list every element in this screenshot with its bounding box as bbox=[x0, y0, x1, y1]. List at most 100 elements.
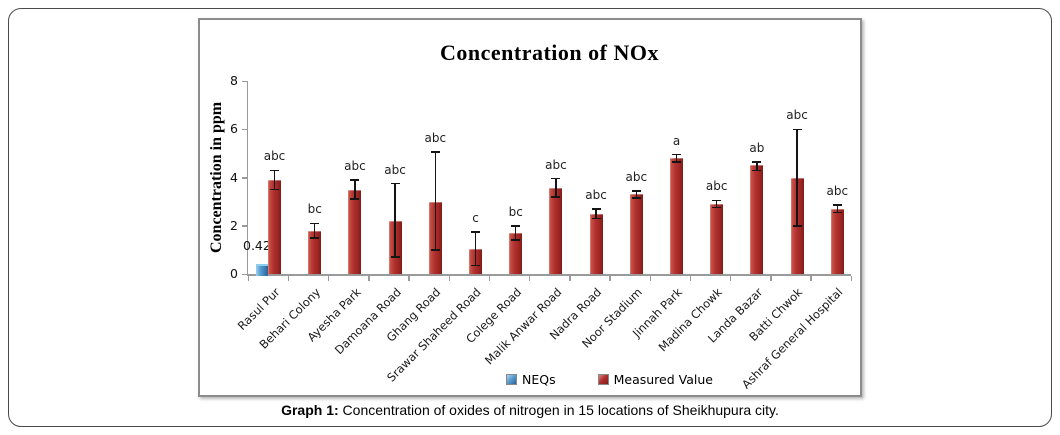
error-bar-cap-bottom bbox=[832, 211, 842, 214]
x-tick bbox=[327, 276, 330, 281]
x-tick bbox=[408, 276, 410, 281]
y-tick bbox=[242, 177, 248, 179]
bar-measured bbox=[750, 165, 764, 274]
bar-measured bbox=[509, 232, 523, 274]
error-bar-line bbox=[555, 178, 557, 197]
legend-label: Measured Value bbox=[613, 372, 713, 387]
x-tick bbox=[649, 276, 651, 281]
bar-measured bbox=[348, 189, 362, 274]
bar-measured bbox=[629, 194, 643, 274]
significance-label: abc bbox=[263, 149, 286, 164]
error-bar-cap-top bbox=[551, 177, 561, 180]
error-bar-cap-bottom bbox=[712, 206, 722, 209]
error-bar-line bbox=[474, 231, 477, 266]
error-bar-cap-bottom bbox=[551, 196, 561, 198]
error-bar-cap-bottom bbox=[310, 237, 320, 239]
error-bar-cap-top bbox=[792, 128, 802, 130]
significance-label: abc bbox=[625, 169, 648, 184]
caption-text: Concentration of oxides of nitrogen in 1… bbox=[338, 402, 779, 418]
legend: NEQs Measured Value bbox=[506, 372, 713, 387]
x-tick bbox=[850, 276, 852, 281]
bar-measured bbox=[308, 230, 322, 274]
significance-label: ab bbox=[749, 140, 765, 155]
error-bar-cap-top bbox=[350, 179, 360, 181]
x-tick bbox=[528, 276, 531, 281]
error-bar-line bbox=[675, 154, 678, 162]
chart-title: Concentration of NOx bbox=[440, 40, 659, 65]
error-bar-cap-top bbox=[270, 169, 279, 171]
bar-measured bbox=[710, 204, 724, 274]
error-bar-cap-bottom bbox=[792, 225, 802, 227]
error-bar-cap-top bbox=[430, 151, 440, 153]
x-tick bbox=[609, 276, 611, 281]
bar-measured bbox=[670, 158, 683, 274]
significance-label: abc bbox=[786, 108, 808, 123]
error-bar-line bbox=[273, 170, 276, 190]
error-bar-line bbox=[836, 205, 839, 213]
x-tick bbox=[770, 276, 772, 281]
error-bar-cap-bottom bbox=[471, 264, 480, 267]
significance-label: a bbox=[672, 133, 681, 148]
x-axis-line bbox=[246, 274, 851, 276]
plot-area: 0 2 4 6 8 0.42 abc Rasul Pur bc Behari Colony abc A… bbox=[200, 20, 860, 395]
y-tick-label: 8 bbox=[230, 73, 238, 88]
error-bar-line bbox=[715, 200, 718, 208]
bar-measured bbox=[589, 213, 603, 274]
legend-swatch-measured bbox=[597, 374, 609, 385]
legend-swatch-neqs bbox=[506, 374, 517, 385]
significance-label: abc bbox=[585, 187, 607, 202]
error-bar-cap-bottom bbox=[270, 188, 279, 191]
error-bar-cap-top bbox=[672, 153, 681, 156]
bar-measured bbox=[549, 188, 563, 274]
y-tick bbox=[242, 80, 248, 82]
error-bar-cap-top bbox=[712, 199, 722, 202]
legend-item: Measured Value bbox=[597, 372, 713, 387]
error-bar-cap-bottom bbox=[511, 239, 521, 241]
bar-measured bbox=[268, 179, 281, 274]
significance-label: abc bbox=[344, 158, 366, 173]
y-tick bbox=[242, 273, 248, 275]
error-bar-cap-top bbox=[471, 231, 480, 233]
error-bar-cap-bottom bbox=[672, 161, 681, 163]
x-tick bbox=[689, 276, 692, 281]
chart-container: Concentration of NOx Concentration in pp… bbox=[198, 18, 862, 397]
legend-item: NEQs bbox=[506, 372, 556, 387]
significance-label: c bbox=[472, 210, 479, 225]
bar-measured bbox=[830, 208, 844, 274]
x-tick bbox=[247, 276, 249, 281]
x-tick bbox=[287, 276, 290, 281]
x-tick bbox=[368, 276, 370, 281]
significance-label: abc bbox=[826, 184, 849, 199]
error-bar-cap-top bbox=[591, 208, 601, 210]
error-bar-cap-bottom bbox=[390, 256, 400, 258]
x-tick bbox=[810, 276, 812, 281]
error-bar-cap-top bbox=[390, 182, 400, 185]
error-bar-line bbox=[635, 190, 638, 198]
error-bar-line bbox=[514, 225, 517, 241]
x-tick bbox=[729, 276, 732, 281]
figure-frame bbox=[8, 8, 1052, 427]
error-bar-cap-top bbox=[310, 222, 320, 225]
x-tick bbox=[448, 276, 450, 281]
error-bar-cap-bottom bbox=[752, 169, 762, 171]
error-bar-cap-top bbox=[832, 204, 842, 206]
neqs-value-label: 0.42 bbox=[243, 237, 271, 253]
y-tick bbox=[242, 225, 248, 227]
significance-label: abc bbox=[384, 162, 406, 177]
y-tick-label: 0 bbox=[230, 266, 238, 281]
error-bar-cap-bottom bbox=[350, 198, 360, 200]
error-bar-cap-top bbox=[752, 161, 762, 163]
figure-caption: Graph 1: Concentration of oxides of nitr… bbox=[0, 402, 1060, 418]
error-bar-line bbox=[313, 223, 316, 238]
y-tick-label: 4 bbox=[230, 169, 238, 185]
y-tick bbox=[242, 128, 248, 131]
error-bar-cap-bottom bbox=[430, 249, 440, 251]
error-bar-cap-bottom bbox=[631, 197, 641, 199]
significance-label: abc bbox=[545, 157, 567, 172]
x-tick bbox=[569, 276, 571, 281]
significance-label: abc bbox=[424, 131, 447, 146]
y-tick-label: 6 bbox=[230, 121, 238, 137]
error-bar-cap-top bbox=[631, 190, 641, 192]
error-bar-line bbox=[394, 183, 396, 258]
error-bar-cap-top bbox=[511, 225, 521, 227]
